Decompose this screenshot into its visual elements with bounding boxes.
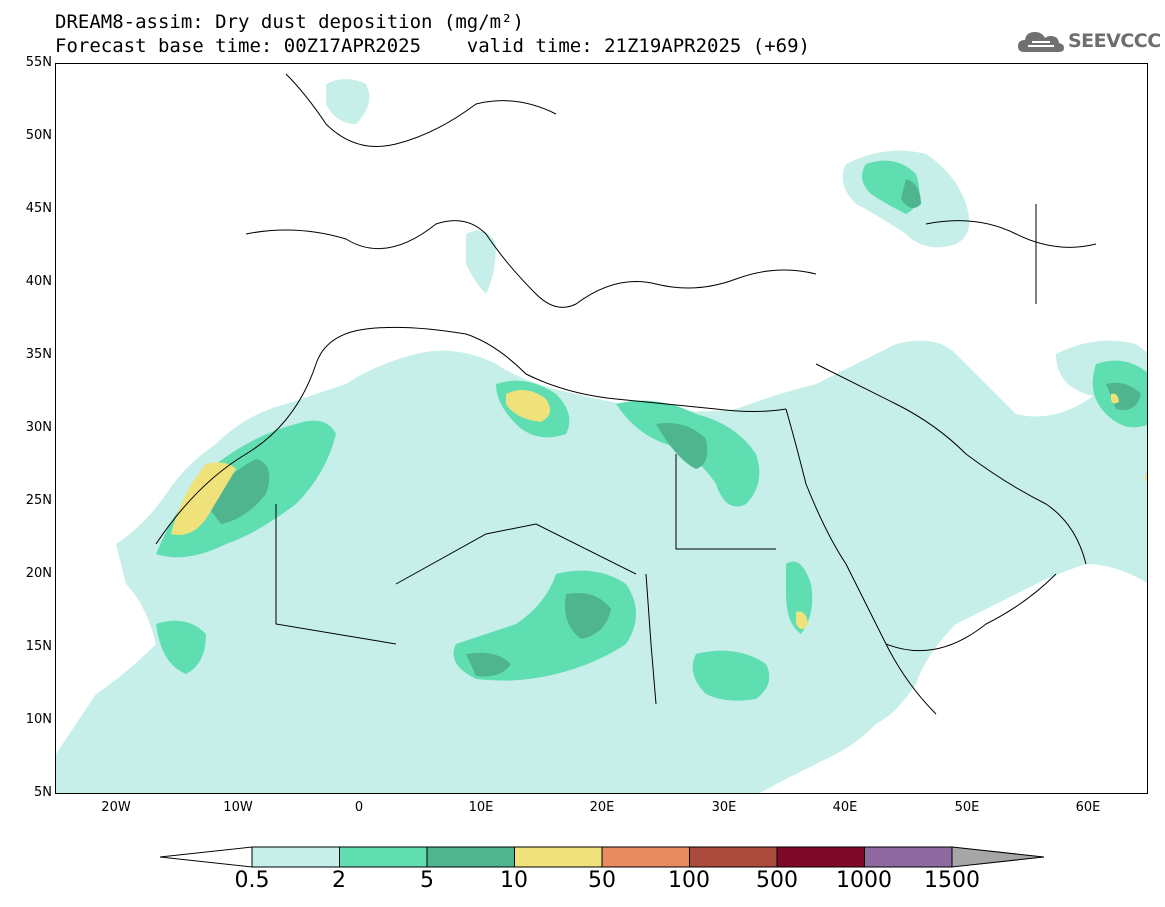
coastlines-and-borders (155, 73, 1097, 715)
colorbar-swatch (864, 846, 953, 868)
legend-label: 0.5 (234, 868, 270, 893)
lat-label: 15N (25, 639, 52, 654)
lat-label: 40N (25, 274, 52, 289)
legend-label: 50 (588, 868, 616, 893)
lon-label: 10E (468, 800, 494, 815)
lon-label: 40E (832, 800, 858, 815)
legend-label: 10 (500, 868, 528, 893)
lon-label: 60E (1075, 800, 1101, 815)
lat-label: 5N (34, 785, 52, 800)
lat-label: 45N (25, 201, 52, 216)
deposition-level-very-high (171, 390, 1147, 629)
seevccc-logo: SEEVCCC (1016, 26, 1161, 58)
colorbar (160, 846, 1045, 868)
lon-label: 30E (711, 800, 737, 815)
lat-label: 10N (25, 712, 52, 727)
logo-text: SEEVCCC (1068, 30, 1161, 52)
legend-label: 500 (756, 868, 798, 893)
map-title: DREAM8-assim: Dry dust deposition (mg/m²… (55, 11, 524, 33)
forecast-time-subtitle: Forecast base time: 00Z17APR2025 valid t… (55, 35, 810, 57)
legend-label: 5 (420, 868, 434, 893)
lon-label: 10W (223, 800, 253, 815)
lat-label: 30N (25, 420, 52, 435)
colorbar-swatch (339, 846, 428, 868)
legend-label: 1000 (836, 868, 892, 893)
lon-label: 0 (354, 800, 364, 815)
legend-label: 100 (668, 868, 710, 893)
lon-label: 50E (954, 800, 980, 815)
colorbar-min-arrow (160, 846, 253, 868)
legend-label: 2 (332, 868, 346, 893)
colorbar-max-arrow (951, 846, 1045, 868)
deposition-level-low (56, 79, 1147, 793)
dust-deposition-map (56, 73, 1147, 793)
colorbar-swatch (689, 846, 778, 868)
lat-label: 50N (25, 128, 52, 143)
lon-label: 20W (101, 800, 131, 815)
colorbar-swatch (514, 846, 603, 868)
colorbar-swatch (601, 846, 690, 868)
map-area (55, 63, 1148, 794)
legend-label: 1500 (924, 868, 980, 893)
lat-label: 20N (25, 566, 52, 581)
deposition-level-high (206, 179, 1141, 677)
lat-label: 35N (25, 347, 52, 362)
lon-label: 20E (589, 800, 615, 815)
colorbar-swatch (251, 846, 340, 868)
cloud-logo-icon (1018, 32, 1064, 52)
lat-label: 55N (25, 55, 52, 70)
colorbar-swatch (426, 846, 515, 868)
lat-label: 25N (25, 493, 52, 508)
colorbar-swatch (776, 846, 865, 868)
